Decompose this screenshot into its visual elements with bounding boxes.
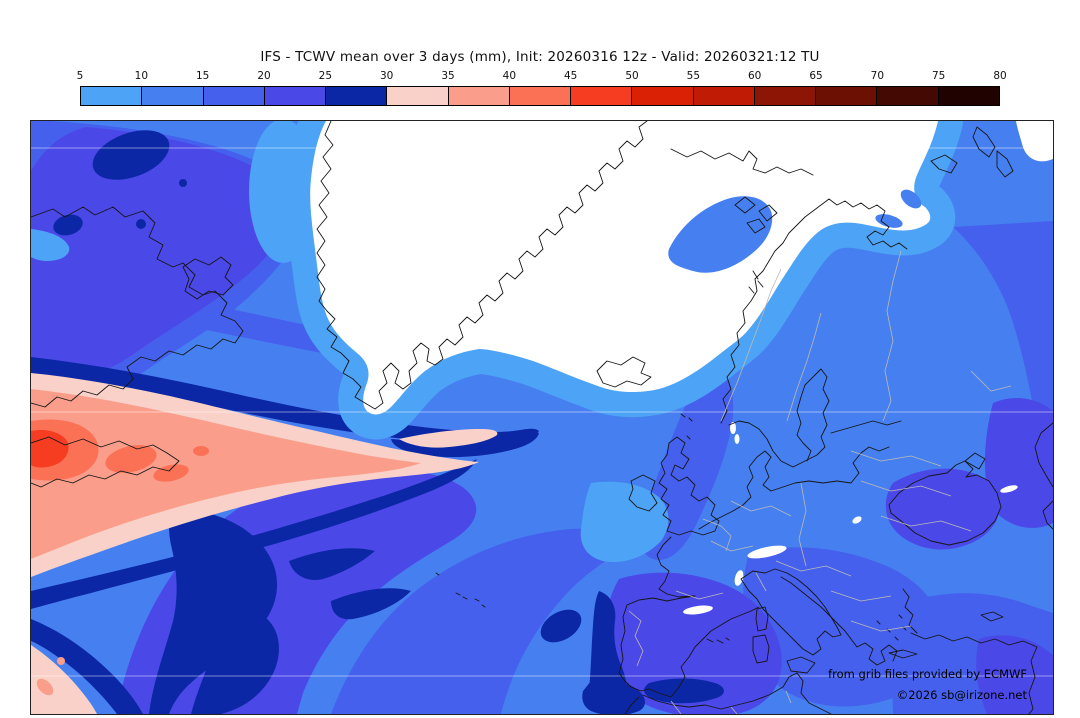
colorbar-tick-label: 70 — [870, 70, 885, 82]
map-frame: from grib files provided by ECMWF ©2026 … — [30, 120, 1054, 715]
coast-balearics — [706, 637, 730, 644]
mountain-dry-patches — [683, 422, 1018, 615]
colorbar-segment-10-15 — [142, 87, 204, 105]
coast-caspian — [1034, 422, 1053, 530]
coast-novaya-zemlya — [930, 126, 1014, 178]
coast-gulf-of-finland — [830, 420, 902, 434]
colorbar-tick-label: 15 — [195, 70, 210, 82]
coast-lofoten — [748, 270, 764, 294]
colorbar-segment-65-70 — [816, 87, 878, 105]
coast-france-biscay — [656, 536, 696, 598]
colorbar-tick-label: 75 — [931, 70, 946, 82]
colorbar-tick-label: 25 — [318, 70, 333, 82]
coast-nova-scotia — [31, 436, 180, 488]
contour-25-30-layer — [31, 130, 724, 714]
coast-azores-specks — [435, 572, 486, 608]
map-canvas — [31, 121, 1053, 714]
attribution-line-2: ©2026 sb@irizone.net — [896, 687, 1027, 702]
colorbar-segment-5-10 — [81, 87, 143, 105]
colorbar-segment-45-50 — [571, 87, 633, 105]
coast-iceland — [596, 356, 652, 388]
colorbar-tick-label: 50 — [625, 70, 639, 82]
latitude-gridlines — [31, 147, 1053, 677]
coast-newfoundland — [182, 256, 234, 300]
coast-crete-cyprus — [888, 611, 1004, 659]
colorbar-tick-label: 30 — [379, 70, 394, 82]
colorbar-tick-label: 40 — [502, 70, 517, 82]
colorbar-tick-label: 20 — [257, 70, 271, 82]
colorbar-tick-label: 35 — [441, 70, 455, 82]
country-border-layer — [628, 250, 1012, 714]
coast-sicily — [786, 656, 816, 674]
colorbar-tick-label: 10 — [134, 70, 149, 82]
colorbar-tick-label: 55 — [686, 70, 701, 82]
attribution-line-1: from grib files provided by ECMWF — [828, 667, 1027, 681]
coast-arctic-russia — [670, 148, 814, 176]
page-title: IFS - TCWV mean over 3 days (mm), Init: … — [260, 49, 820, 65]
colorbar-tick-label: 65 — [809, 70, 823, 82]
coast-italy — [740, 568, 842, 656]
colorbar-segment-70-75 — [877, 87, 939, 105]
colorbar-segment-15-20 — [203, 87, 265, 105]
colorbar: 5 10 15 20 25 30 35 40 45 50 55 60 65 70 75 80 — [76, 70, 1007, 106]
coast-iberia — [618, 595, 760, 698]
colorbar-segment-20-25 — [264, 87, 327, 105]
colorbar-segment-35-40 — [448, 87, 510, 105]
coast-ireland — [628, 474, 658, 512]
colorbar-segment-55-60 — [693, 87, 755, 105]
attribution: from grib files provided by ECMWF ©2026 … — [828, 667, 1027, 702]
coast-uk — [658, 436, 720, 536]
colorbar-segment-50-55 — [632, 87, 694, 105]
coast-svalbard — [734, 196, 778, 234]
coast-labrador — [31, 206, 244, 408]
colorbar-tick-label: 80 — [993, 70, 1007, 82]
coast-aegean-islands — [876, 614, 907, 641]
warm-plume — [31, 373, 498, 714]
coast-bothnia-sweden — [728, 368, 830, 468]
coastline-layer — [31, 121, 1053, 714]
coast-faroe-shetland — [680, 413, 693, 440]
colorbar-tick-label: 45 — [563, 70, 578, 82]
colorbar-segment-75-80 — [938, 87, 999, 105]
coast-greenland — [316, 121, 648, 410]
coast-black-sea — [888, 460, 1002, 546]
colorbar-segment-25-30 — [326, 87, 388, 105]
coast-turkey-south-levant — [910, 632, 1038, 714]
colorbar-segment-30-35 — [387, 87, 449, 105]
colorbar-segment-40-45 — [509, 87, 572, 105]
coast-corsica-sardinia — [752, 606, 770, 664]
coast-nl-denmark-baltic — [698, 446, 890, 530]
coast-azov — [964, 452, 986, 470]
colorbar-tick-labels: 5 10 15 20 25 30 35 40 45 50 55 60 65 70 75 80 — [76, 70, 1007, 85]
coast-norway — [720, 198, 908, 424]
colorbar-tick-label: 5 — [76, 70, 84, 82]
colorbar-segment-60-65 — [754, 87, 817, 105]
coast-adriatic-greece — [780, 576, 898, 666]
colorbar-scale — [80, 86, 1000, 106]
coast-north-africa — [624, 672, 832, 714]
colorbar-tick-label: 60 — [747, 70, 762, 82]
